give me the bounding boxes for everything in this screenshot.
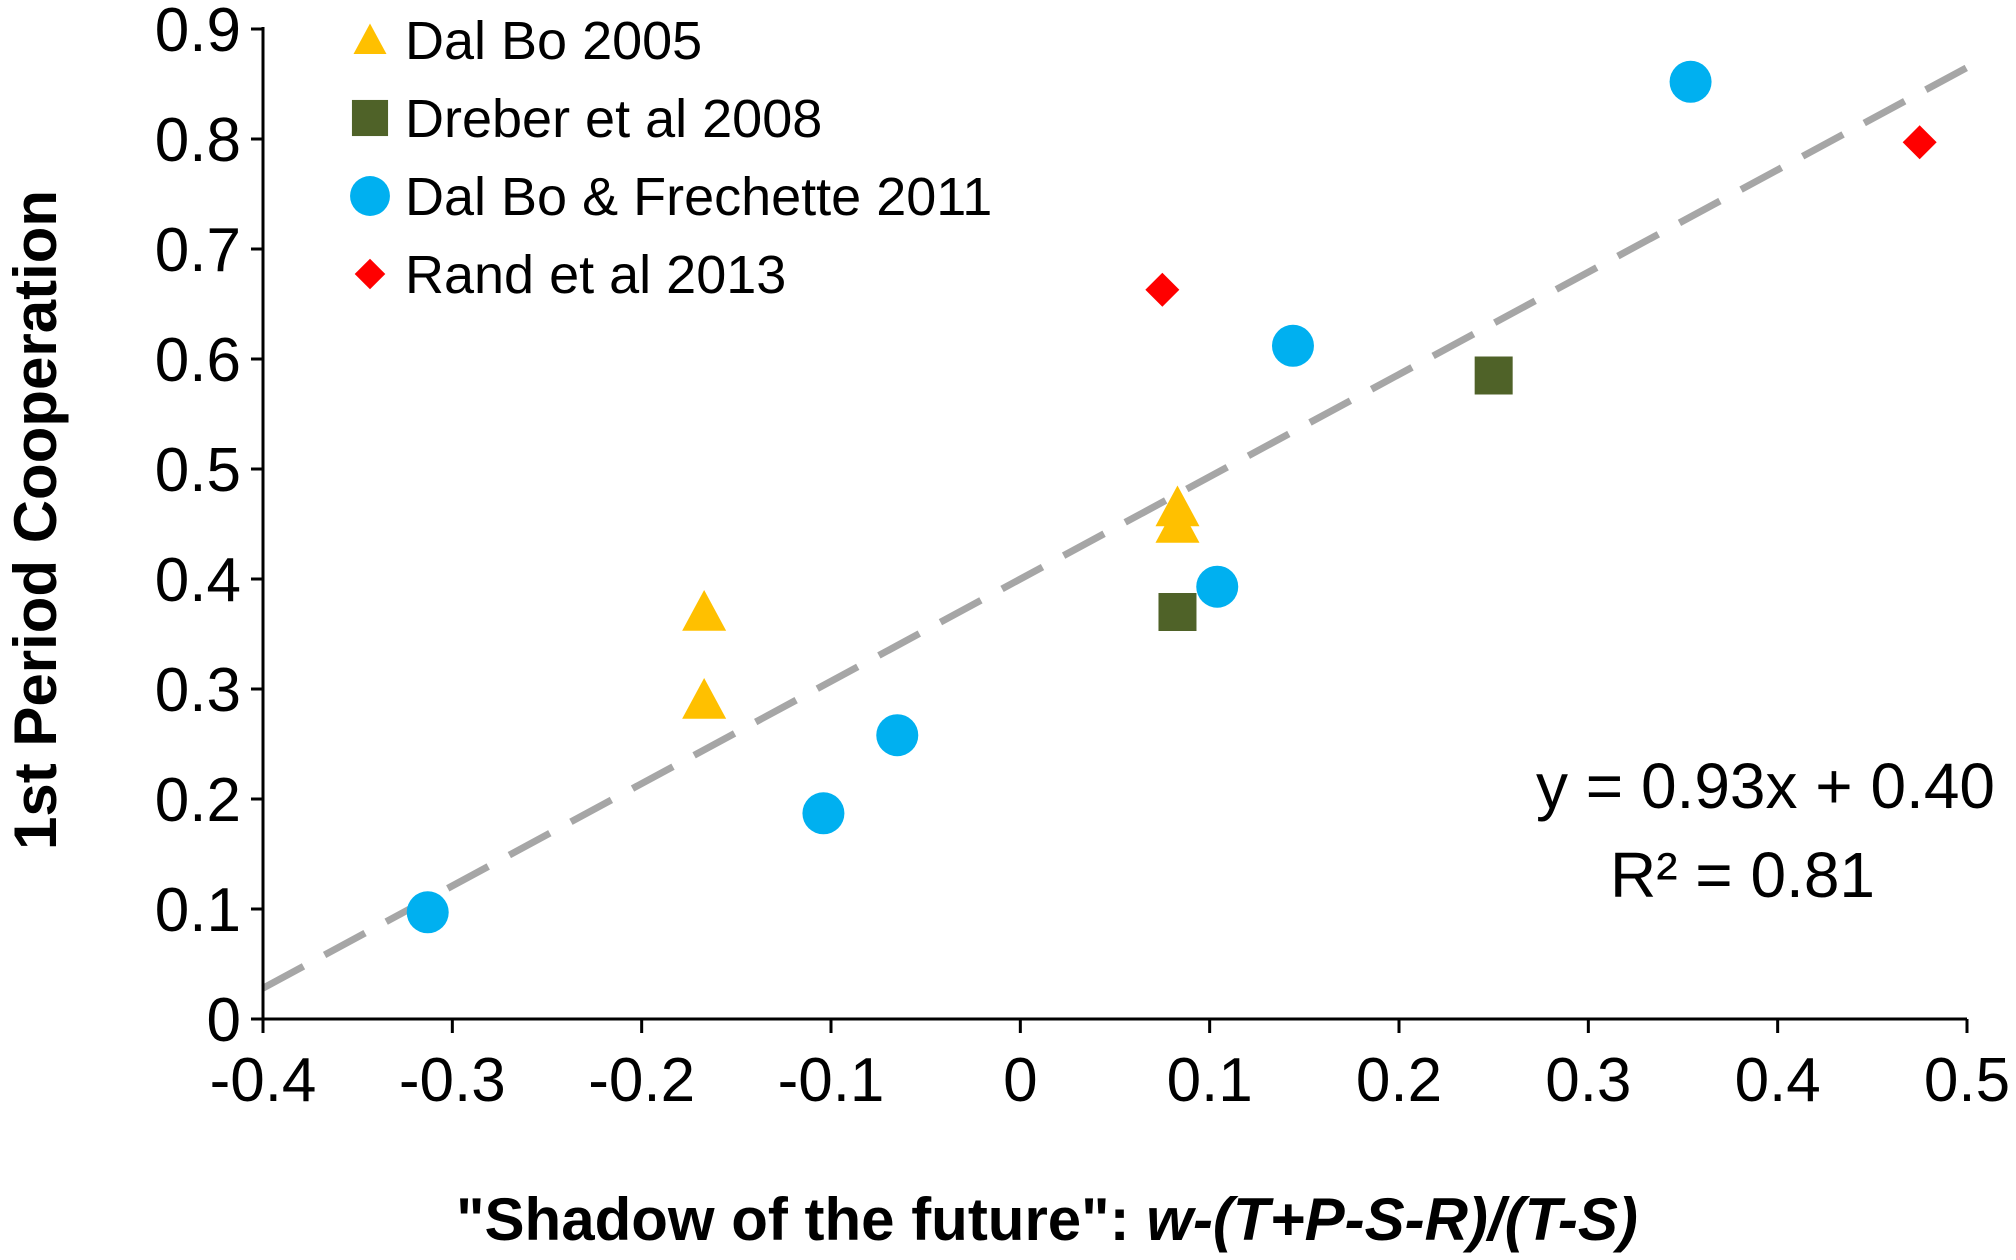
trendline-equation: y = 0.93x + 0.40 bbox=[1536, 750, 1995, 822]
data-point-dal-bo-frechette-2011 bbox=[1669, 60, 1712, 103]
data-point-dal-bo-2005 bbox=[682, 590, 727, 631]
y-tick-label: 0.1 bbox=[155, 876, 241, 945]
data-point-rand-et-al-2013 bbox=[1145, 272, 1180, 307]
x-tick-label: 0.2 bbox=[1356, 1046, 1442, 1115]
legend-marker-dreber-et-al-2008 bbox=[351, 99, 389, 137]
trendline-layer bbox=[261, 64, 1969, 992]
x-tick-label: 0.1 bbox=[1167, 1046, 1253, 1115]
legend-marker-dal-bo-2005 bbox=[353, 23, 387, 55]
x-tick-label: 0.4 bbox=[1735, 1046, 1821, 1115]
axes bbox=[251, 27, 1969, 1033]
data-point-dal-bo-2005 bbox=[682, 678, 727, 719]
y-tick-label: 0.7 bbox=[155, 216, 241, 285]
data-point-dal-bo-frechette-2011 bbox=[1271, 324, 1314, 367]
x-axis-label: "Shadow of the future": w-(T+P-S-R)/(T-S… bbox=[456, 1186, 1638, 1253]
data-point-dal-bo-2005 bbox=[1155, 502, 1200, 543]
data-point-dreber-et-al-2008 bbox=[1158, 593, 1197, 631]
x-tick-label: 0.3 bbox=[1545, 1046, 1631, 1115]
legend-label-dreber-et-al-2008: Dreber et al 2008 bbox=[405, 89, 822, 149]
y-axis-label: 1st Period Cooperation bbox=[2, 190, 69, 850]
data-point-dal-bo-frechette-2011 bbox=[406, 891, 449, 934]
legend-label-dal-bo-2005: Dal Bo 2005 bbox=[405, 11, 702, 71]
y-tick-label: 0.9 bbox=[155, 0, 241, 65]
r-squared-label: R² = 0.81 bbox=[1610, 839, 1875, 911]
y-tick-label: 0.5 bbox=[155, 436, 241, 505]
y-tick-label: 0.8 bbox=[155, 106, 241, 175]
legend-label-rand-et-al-2013: Rand et al 2013 bbox=[405, 245, 786, 305]
y-tick-label: 0.3 bbox=[155, 656, 241, 725]
x-tick-label: -0.4 bbox=[210, 1046, 317, 1115]
legend-marker-rand-et-al-2013 bbox=[354, 258, 386, 290]
data-points bbox=[406, 60, 1937, 934]
x-tick-label: -0.2 bbox=[588, 1046, 695, 1115]
y-tick-label: 0.4 bbox=[155, 546, 241, 615]
x-tick-label: 0 bbox=[1003, 1046, 1037, 1115]
data-point-dal-bo-frechette-2011 bbox=[876, 714, 919, 757]
x-tick-label: 0.5 bbox=[1924, 1046, 2010, 1115]
x-tick-label: -0.3 bbox=[399, 1046, 506, 1115]
x-axis-label-plain: "Shadow of the future": bbox=[456, 1186, 1146, 1253]
data-point-dreber-et-al-2008 bbox=[1474, 356, 1513, 395]
x-tick-label: -0.1 bbox=[778, 1046, 885, 1115]
data-point-rand-et-al-2013 bbox=[1902, 125, 1937, 160]
y-tick-label: 0.6 bbox=[155, 326, 241, 395]
data-point-dal-bo-frechette-2011 bbox=[802, 792, 845, 835]
y-tick-label: 0.2 bbox=[155, 766, 241, 835]
legend: Dal Bo 2005 Dreber et al 2008 Dal Bo & Fre… bbox=[350, 11, 992, 305]
x-axis-label-formula: w-(T+P-S-R)/(T-S) bbox=[1146, 1186, 1638, 1253]
tick-labels: 0 0.1 0.2 0.3 0.4 0.5 0.6 0.7 0.8 0.9 -0.4 -0.3 -0.2… bbox=[155, 0, 2010, 1115]
y-tick-label: 0 bbox=[207, 986, 241, 1055]
data-point-dal-bo-frechette-2011 bbox=[1196, 565, 1239, 608]
legend-marker-dal-bo-frechette-2011 bbox=[350, 176, 390, 216]
trendline bbox=[261, 64, 1969, 992]
legend-label-dal-bo-frechette-2011: Dal Bo & Frechette 2011 bbox=[405, 167, 992, 227]
